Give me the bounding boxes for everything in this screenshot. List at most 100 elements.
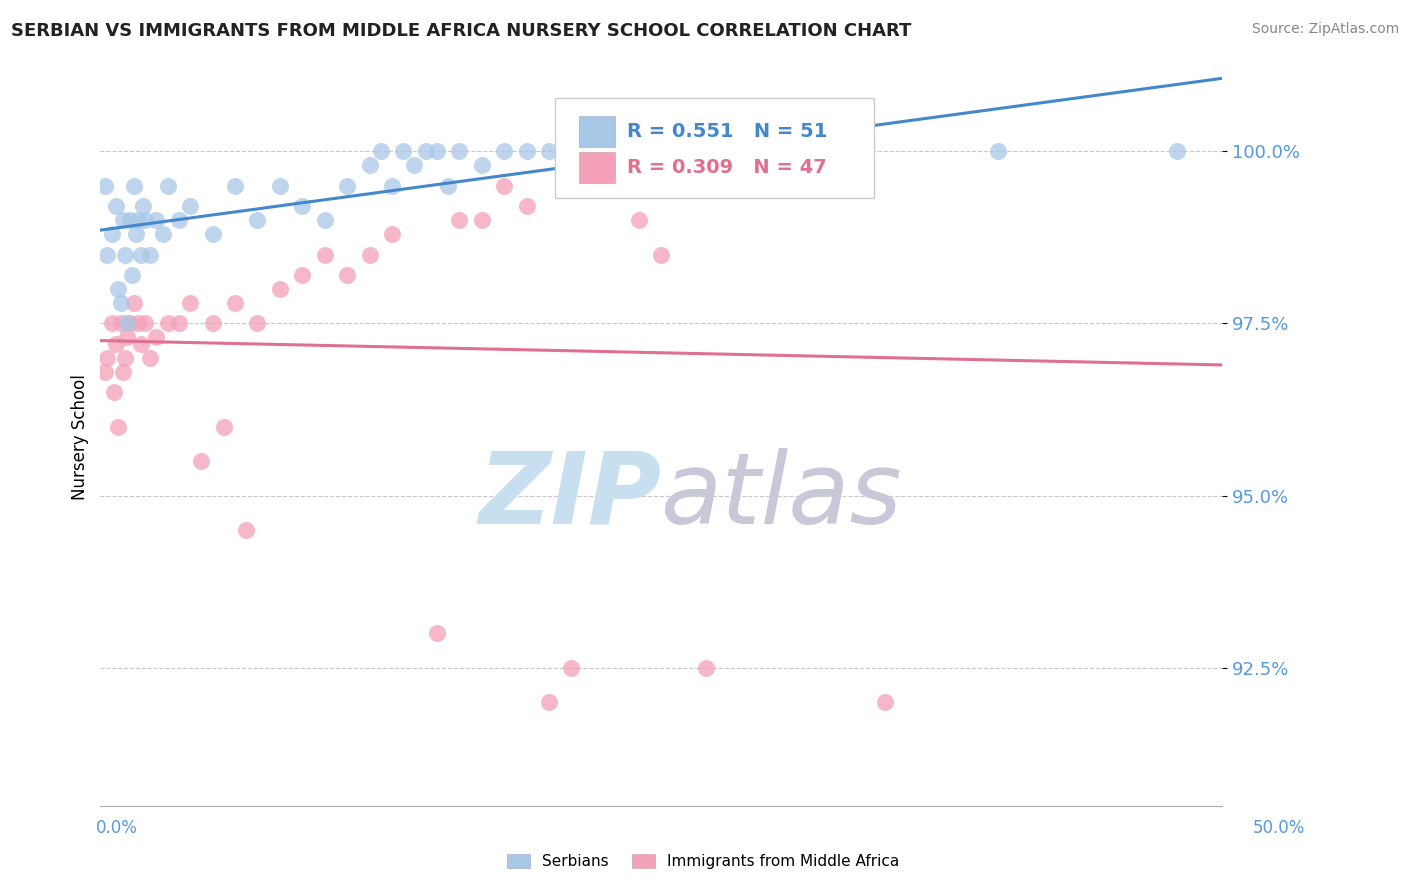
Point: [127, 213, 149, 227]
Point: [121, 268, 143, 283]
Point: [314, 247, 336, 261]
Point: [560, 144, 582, 158]
Point: [105, 199, 128, 213]
Point: [291, 268, 314, 283]
Point: [138, 247, 160, 261]
Point: [114, 247, 136, 261]
Point: [212, 419, 235, 434]
Point: [117, 330, 139, 344]
Text: Source: ZipAtlas.com: Source: ZipAtlas.com: [1251, 22, 1399, 37]
Point: [132, 199, 155, 213]
Point: [627, 213, 650, 227]
Point: [269, 178, 291, 193]
Point: [100, 317, 122, 331]
Bar: [579, 117, 616, 147]
Point: [537, 144, 560, 158]
Point: [152, 227, 174, 241]
Point: [426, 626, 449, 640]
Point: [96, 247, 118, 261]
Point: [650, 144, 672, 158]
Point: [125, 227, 148, 241]
Bar: [579, 152, 616, 183]
Point: [560, 661, 582, 675]
Text: atlas: atlas: [661, 448, 903, 544]
Point: [515, 144, 537, 158]
Text: SERBIAN VS IMMIGRANTS FROM MIDDLE AFRICA NURSERY SCHOOL CORRELATION CHART: SERBIAN VS IMMIGRANTS FROM MIDDLE AFRICA…: [11, 22, 911, 40]
Point: [179, 295, 201, 310]
Point: [107, 419, 129, 434]
Point: [415, 144, 437, 158]
Point: [830, 178, 852, 193]
Point: [122, 295, 145, 310]
Point: [201, 317, 224, 331]
Point: [269, 282, 291, 296]
Point: [695, 144, 717, 158]
Point: [494, 144, 516, 158]
Point: [437, 178, 460, 193]
Y-axis label: Nursery School: Nursery School: [72, 374, 89, 500]
Point: [118, 213, 141, 227]
Point: [404, 158, 426, 172]
Point: [156, 317, 179, 331]
Point: [336, 268, 359, 283]
Point: [605, 144, 627, 158]
Point: [224, 178, 246, 193]
Point: [359, 158, 381, 172]
Text: 0.0%: 0.0%: [96, 819, 138, 837]
Point: [494, 178, 516, 193]
Point: [370, 144, 392, 158]
Legend: Serbians, Immigrants from Middle Africa: Serbians, Immigrants from Middle Africa: [501, 848, 905, 875]
Point: [246, 213, 269, 227]
Point: [875, 695, 897, 709]
Point: [129, 247, 152, 261]
Point: [987, 144, 1010, 158]
Text: R = 0.551   N = 51: R = 0.551 N = 51: [627, 122, 828, 142]
Point: [111, 213, 134, 227]
Point: [1166, 144, 1188, 158]
Point: [138, 351, 160, 365]
Point: [105, 337, 128, 351]
Point: [145, 213, 167, 227]
Point: [167, 317, 190, 331]
Text: 50.0%: 50.0%: [1253, 819, 1305, 837]
Point: [246, 317, 269, 331]
Point: [336, 178, 359, 193]
Point: [717, 178, 740, 193]
Point: [392, 144, 415, 158]
Point: [110, 317, 132, 331]
Point: [156, 178, 179, 193]
FancyBboxPatch shape: [554, 98, 875, 197]
Point: [359, 247, 381, 261]
Point: [314, 213, 336, 227]
Point: [515, 199, 537, 213]
Text: ZIP: ZIP: [478, 448, 661, 544]
Point: [582, 144, 605, 158]
Point: [103, 385, 125, 400]
Point: [134, 213, 156, 227]
Point: [291, 199, 314, 213]
Point: [96, 351, 118, 365]
Point: [94, 178, 117, 193]
Point: [110, 295, 132, 310]
Point: [381, 178, 404, 193]
Point: [426, 144, 449, 158]
Point: [582, 178, 605, 193]
Point: [122, 178, 145, 193]
Point: [145, 330, 167, 344]
Point: [471, 158, 494, 172]
Point: [449, 144, 471, 158]
Point: [471, 213, 494, 227]
Point: [224, 295, 246, 310]
Point: [107, 282, 129, 296]
Point: [127, 317, 149, 331]
Point: [235, 523, 257, 537]
Point: [111, 365, 134, 379]
Point: [762, 144, 785, 158]
Point: [190, 454, 212, 468]
Point: [114, 351, 136, 365]
Point: [134, 317, 156, 331]
Point: [129, 337, 152, 351]
Point: [117, 317, 139, 331]
Point: [179, 199, 201, 213]
Point: [762, 178, 785, 193]
